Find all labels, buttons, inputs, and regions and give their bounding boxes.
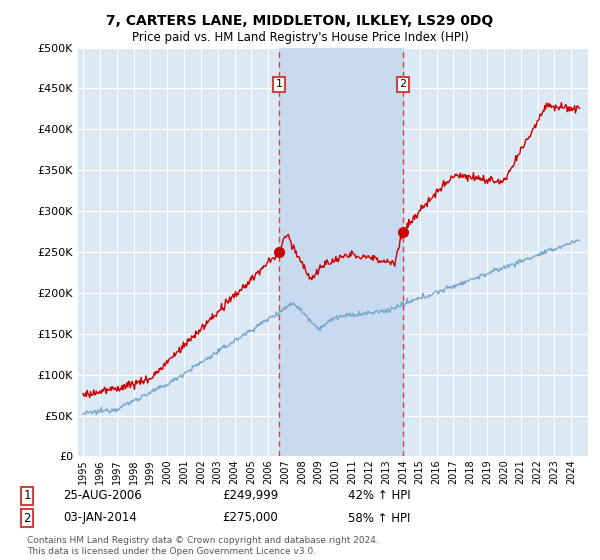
Bar (279, 48, 403, 456)
Text: 2: 2 (23, 511, 31, 525)
Text: 03-JAN-2014: 03-JAN-2014 (63, 511, 137, 525)
Text: 25-AUG-2006: 25-AUG-2006 (63, 489, 142, 502)
Text: £249,999: £249,999 (222, 489, 278, 502)
Text: 2: 2 (400, 80, 407, 90)
Text: Contains HM Land Registry data © Crown copyright and database right 2024.
This d: Contains HM Land Registry data © Crown c… (27, 536, 379, 556)
Text: 7, CARTERS LANE, MIDDLETON, ILKLEY, LS29 0DQ: 7, CARTERS LANE, MIDDLETON, ILKLEY, LS29… (106, 14, 494, 28)
Text: 1: 1 (23, 489, 31, 502)
Text: 58% ↑ HPI: 58% ↑ HPI (348, 511, 410, 525)
Text: Price paid vs. HM Land Registry's House Price Index (HPI): Price paid vs. HM Land Registry's House … (131, 31, 469, 44)
Text: 1: 1 (275, 80, 283, 90)
Text: £275,000: £275,000 (222, 511, 278, 525)
Text: 42% ↑ HPI: 42% ↑ HPI (348, 489, 410, 502)
